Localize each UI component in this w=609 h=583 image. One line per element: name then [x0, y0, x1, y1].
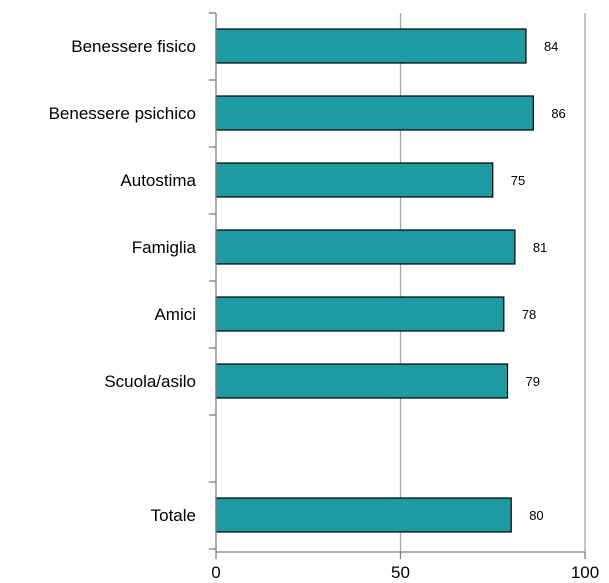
category-label: Autostima	[120, 171, 196, 190]
data-label: 78	[522, 307, 536, 322]
data-label: 86	[551, 106, 565, 121]
bar-benessere-fisico	[215, 28, 527, 64]
axes	[209, 12, 586, 559]
category-label: Totale	[151, 506, 196, 525]
x-tick-label: 0	[211, 563, 220, 582]
data-label: 84	[544, 39, 558, 54]
data-label: 80	[529, 508, 543, 523]
gridlines	[399, 13, 586, 552]
data-label: 81	[533, 240, 547, 255]
category-label: Amici	[154, 305, 196, 324]
bars	[215, 28, 534, 533]
bar-famiglia	[215, 229, 516, 265]
bar-scuola-asilo	[215, 363, 509, 399]
labels: 84 Benessere fisico 86 Benessere psichico 75…	[49, 37, 600, 582]
bar-autostima	[215, 162, 494, 198]
bar-benessere-psichico	[215, 95, 534, 131]
data-label: 75	[511, 173, 525, 188]
category-label: Scuola/asilo	[104, 372, 196, 391]
category-label: Benessere fisico	[71, 37, 196, 56]
x-tick-label: 100	[571, 563, 599, 582]
data-label: 79	[526, 374, 540, 389]
bar-amici	[215, 296, 505, 332]
x-tick-label: 50	[391, 563, 410, 582]
category-label: Benessere psichico	[49, 104, 196, 123]
bar-totale	[215, 497, 512, 533]
category-label: Famiglia	[132, 238, 197, 257]
